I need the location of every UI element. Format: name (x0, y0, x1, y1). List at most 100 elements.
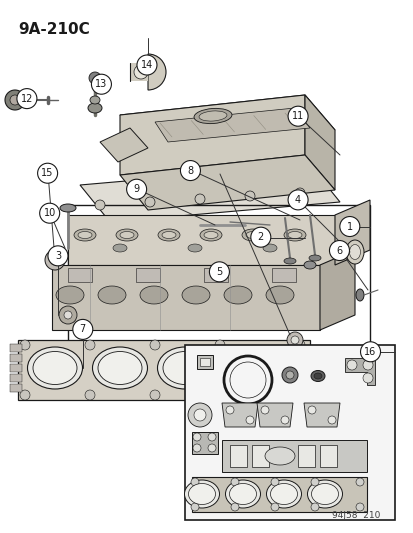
Text: 16: 16 (363, 347, 376, 357)
Circle shape (230, 503, 238, 511)
Bar (271, 268, 295, 282)
Circle shape (285, 371, 293, 379)
Polygon shape (303, 403, 339, 427)
Circle shape (214, 340, 224, 350)
Ellipse shape (33, 351, 77, 384)
Ellipse shape (188, 244, 202, 252)
Circle shape (355, 503, 363, 511)
Bar (252, 445, 268, 467)
Text: 8: 8 (187, 166, 193, 175)
Circle shape (126, 179, 146, 199)
Bar (204, 268, 228, 282)
Circle shape (346, 360, 356, 370)
Ellipse shape (184, 480, 219, 508)
Circle shape (280, 416, 288, 424)
Circle shape (225, 406, 233, 414)
Ellipse shape (308, 255, 320, 261)
Ellipse shape (182, 286, 209, 304)
Bar (68, 268, 92, 282)
Circle shape (281, 367, 297, 383)
Ellipse shape (228, 351, 271, 384)
Bar (10, 374, 22, 382)
Text: 15: 15 (41, 168, 54, 178)
Circle shape (40, 203, 59, 223)
Circle shape (64, 311, 72, 319)
Circle shape (194, 409, 206, 421)
Ellipse shape (225, 480, 260, 508)
Ellipse shape (27, 347, 82, 389)
Bar (130, 63, 147, 81)
Circle shape (137, 55, 157, 75)
Text: 94J58  210: 94J58 210 (331, 511, 379, 520)
Text: 9: 9 (133, 184, 139, 194)
Circle shape (20, 340, 30, 350)
Ellipse shape (199, 229, 221, 241)
Circle shape (180, 160, 200, 181)
Bar (192, 477, 366, 512)
Ellipse shape (188, 483, 215, 505)
Polygon shape (52, 265, 319, 330)
Circle shape (294, 340, 304, 350)
Circle shape (50, 255, 60, 265)
Circle shape (271, 503, 278, 511)
Circle shape (207, 444, 216, 452)
Ellipse shape (98, 351, 142, 384)
Circle shape (150, 390, 159, 400)
Ellipse shape (223, 286, 252, 304)
Circle shape (145, 197, 154, 207)
Ellipse shape (349, 245, 360, 260)
Ellipse shape (313, 373, 321, 379)
Circle shape (250, 227, 270, 247)
Text: 2: 2 (257, 232, 263, 242)
Circle shape (327, 416, 335, 424)
Ellipse shape (307, 480, 342, 508)
Ellipse shape (287, 231, 301, 238)
Ellipse shape (60, 204, 76, 212)
Circle shape (260, 406, 268, 414)
Text: 11: 11 (291, 111, 304, 121)
Ellipse shape (78, 231, 92, 238)
Bar (136, 268, 159, 282)
Circle shape (150, 340, 159, 350)
Bar (10, 354, 22, 362)
Circle shape (134, 65, 147, 79)
Circle shape (5, 90, 25, 110)
Ellipse shape (283, 258, 295, 264)
Polygon shape (120, 95, 304, 175)
Bar (197, 355, 212, 369)
Polygon shape (304, 95, 334, 190)
Circle shape (355, 478, 363, 486)
Ellipse shape (262, 244, 276, 252)
Polygon shape (221, 403, 257, 427)
Circle shape (190, 478, 199, 486)
Text: 12: 12 (21, 94, 33, 103)
Ellipse shape (161, 231, 176, 238)
Text: 3: 3 (55, 251, 61, 261)
Polygon shape (319, 250, 354, 330)
Ellipse shape (266, 286, 293, 304)
Polygon shape (18, 340, 309, 400)
Text: 4: 4 (294, 195, 300, 205)
Circle shape (45, 250, 65, 270)
Circle shape (207, 433, 216, 441)
Polygon shape (80, 165, 339, 222)
Circle shape (287, 106, 307, 126)
Circle shape (286, 332, 302, 348)
Circle shape (329, 240, 349, 261)
Wedge shape (147, 54, 166, 90)
Polygon shape (120, 155, 334, 210)
Circle shape (360, 342, 380, 362)
Polygon shape (344, 358, 374, 385)
Circle shape (59, 306, 77, 324)
Polygon shape (68, 215, 334, 265)
Ellipse shape (113, 244, 127, 252)
Circle shape (85, 340, 95, 350)
Text: 10: 10 (43, 208, 56, 218)
Circle shape (339, 216, 359, 237)
Circle shape (310, 503, 318, 511)
Ellipse shape (222, 347, 277, 389)
Bar (199, 358, 209, 366)
Ellipse shape (355, 289, 363, 301)
Circle shape (73, 319, 93, 340)
Ellipse shape (242, 229, 263, 241)
